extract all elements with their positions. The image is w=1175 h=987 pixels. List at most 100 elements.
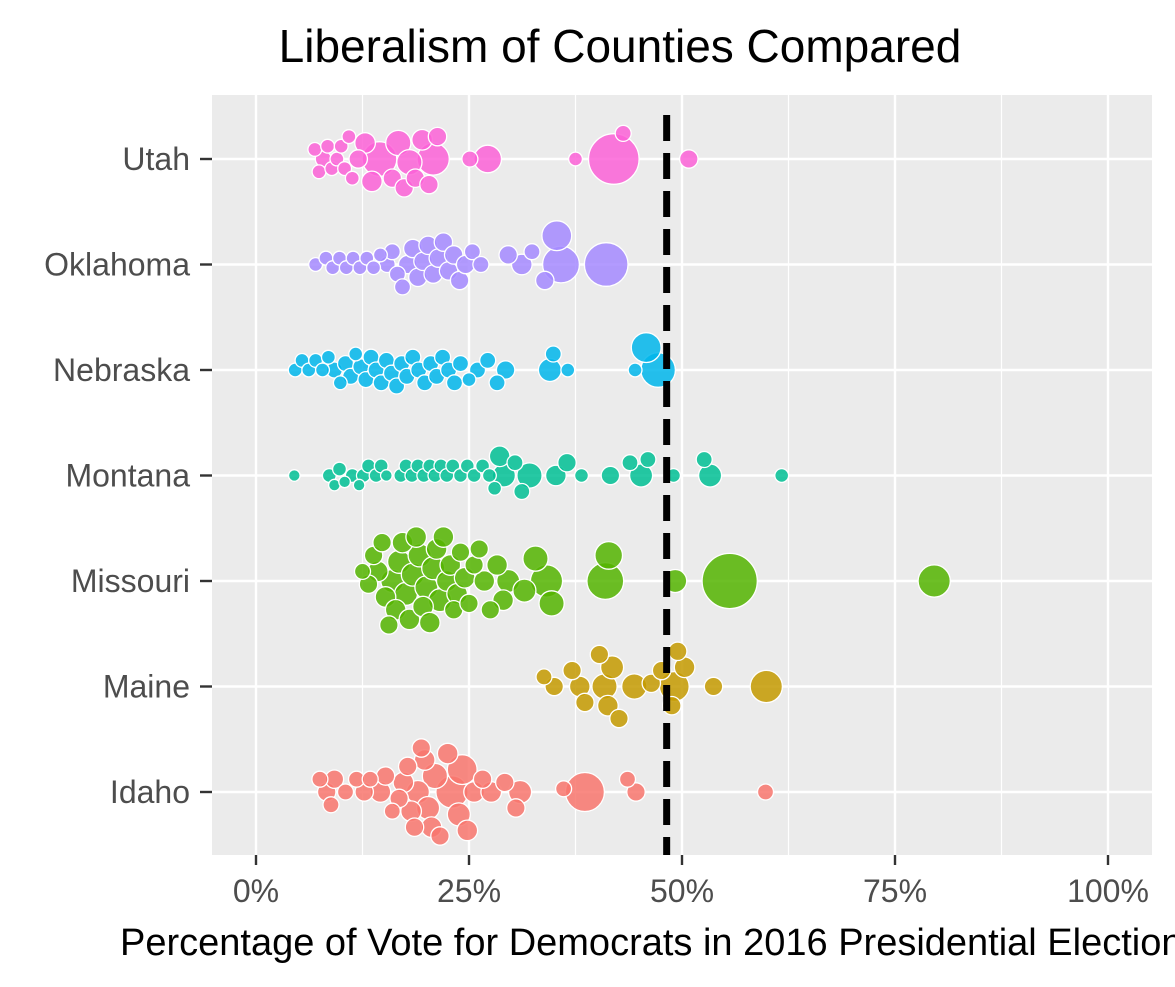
data-point [287, 469, 301, 482]
data-point [495, 360, 516, 380]
data-point [451, 354, 470, 373]
data-point [461, 372, 477, 388]
data-point [418, 611, 441, 634]
data-point [379, 615, 399, 635]
data-point [338, 475, 352, 489]
y-axis: Idaho Maine Missouri Montana Nebraska Oklahom… [44, 141, 212, 810]
y-tick-label: Oklahoma [44, 247, 190, 283]
data-point [523, 243, 541, 261]
data-point [544, 345, 562, 363]
data-point [487, 480, 503, 496]
data-point [667, 641, 688, 662]
data-point [506, 798, 526, 818]
data-point [562, 660, 582, 681]
data-point [320, 138, 336, 154]
data-point [573, 467, 590, 484]
data-point [419, 174, 439, 195]
data-point [917, 564, 951, 598]
data-point [353, 562, 372, 581]
data-point [609, 708, 629, 729]
data-point [641, 673, 662, 694]
data-point [541, 220, 573, 252]
data-point [614, 124, 632, 143]
data-point [311, 770, 329, 788]
data-point [756, 783, 775, 801]
data-point [352, 478, 366, 492]
y-tick-label: Maine [103, 669, 190, 705]
data-point [411, 738, 432, 758]
x-tick-label: 25% [437, 873, 501, 909]
data-point [512, 578, 537, 603]
data-point [749, 669, 784, 704]
data-point [513, 482, 531, 501]
data-point [366, 260, 382, 276]
data-point [322, 796, 340, 814]
data-point [481, 467, 497, 484]
data-point [445, 374, 464, 392]
data-point [599, 655, 625, 680]
data-point [630, 332, 662, 364]
data-point [774, 467, 790, 484]
data-point [383, 802, 401, 820]
data-point [307, 141, 323, 157]
data-point [379, 469, 393, 482]
data-point [320, 349, 336, 365]
data-point [480, 599, 501, 620]
data-point [473, 570, 496, 592]
data-point [404, 817, 425, 838]
data-point [626, 782, 646, 802]
data-point [678, 149, 699, 169]
data-point [589, 644, 610, 665]
y-tick-label: Missouri [71, 563, 190, 599]
data-point [348, 346, 364, 362]
data-point [621, 454, 639, 472]
data-point [432, 526, 455, 548]
data-point [336, 783, 355, 801]
y-tick-label: Utah [122, 141, 190, 177]
data-point [331, 461, 348, 477]
data-point [332, 375, 348, 391]
data-point [498, 245, 519, 265]
data-point [314, 362, 331, 378]
data-point [701, 552, 758, 610]
x-axis: 0% 25% 50% 75% 100% [233, 855, 1149, 909]
data-point [433, 232, 454, 252]
chart-title: Liberalism of Counties Compared [279, 20, 962, 72]
data-point [594, 540, 624, 570]
data-point [618, 770, 637, 788]
data-point [627, 362, 643, 378]
data-point [341, 129, 357, 145]
data-point [456, 819, 479, 842]
x-tick-label: 75% [863, 873, 927, 909]
data-point [479, 351, 497, 370]
data-point [372, 532, 392, 553]
data-point [436, 742, 459, 765]
data-point [450, 542, 471, 563]
data-point [393, 278, 412, 296]
x-tick-label: 100% [1067, 873, 1149, 909]
data-point [554, 780, 573, 798]
data-point [472, 255, 490, 274]
data-point [522, 545, 549, 572]
data-point [461, 150, 479, 168]
data-point [375, 766, 396, 786]
data-point [405, 526, 428, 548]
data-point [360, 170, 383, 193]
data-point [639, 450, 657, 469]
data-point [583, 242, 629, 287]
data-point [472, 769, 493, 790]
x-tick-label: 0% [233, 873, 279, 909]
data-point [560, 362, 576, 378]
x-tick-label: 50% [650, 873, 714, 909]
data-point [587, 133, 640, 185]
data-point [567, 151, 584, 167]
data-point [557, 452, 577, 473]
data-point [695, 450, 713, 469]
data-point [469, 539, 490, 559]
data-point [466, 467, 482, 484]
data-point [446, 754, 478, 786]
data-point [430, 826, 450, 846]
data-point [459, 593, 479, 614]
data-point [506, 454, 524, 472]
